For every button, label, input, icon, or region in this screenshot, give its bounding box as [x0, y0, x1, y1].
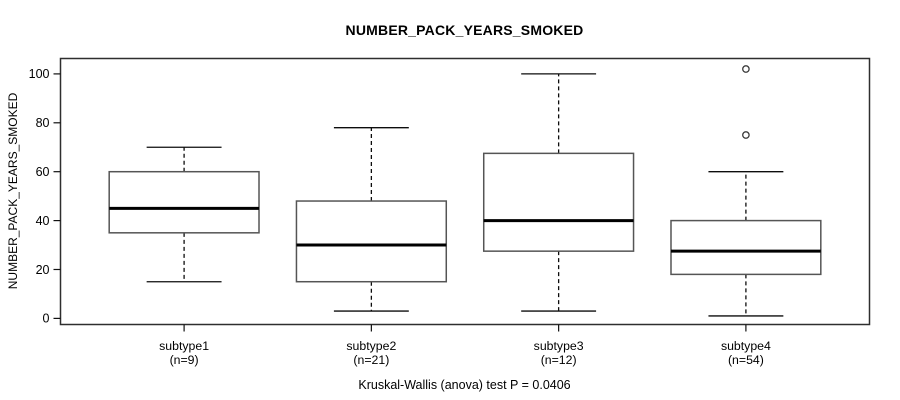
group-n-label-subtype1: (n=9) — [170, 353, 199, 367]
outlier-point-subtype4 — [742, 65, 750, 73]
group-label-subtype2: subtype2 — [346, 339, 396, 353]
y-tick-label: 20 — [36, 263, 50, 277]
chart-title: NUMBER_PACK_YEARS_SMOKED — [345, 22, 584, 38]
y-tick-label: 0 — [43, 312, 50, 326]
box-subtype4 — [670, 219, 822, 276]
outlier-point-subtype4 — [742, 131, 750, 139]
group-label-subtype3: subtype3 — [534, 339, 584, 353]
box-subtype2 — [295, 200, 448, 283]
y-tick-label: 100 — [29, 67, 50, 81]
y-tick-label: 80 — [36, 116, 50, 130]
group-n-label-subtype4: (n=54) — [728, 353, 764, 367]
group-n-label-subtype3: (n=12) — [541, 353, 577, 367]
plot-frame — [59, 57, 871, 326]
y-tick-label: 60 — [36, 165, 50, 179]
group-n-label-subtype2: (n=21) — [353, 353, 389, 367]
group-label-subtype4: subtype4 — [721, 339, 771, 353]
y-tick-label: 40 — [36, 214, 50, 228]
box-subtype1 — [108, 170, 260, 234]
stat-test-caption: Kruskal-Wallis (anova) test P = 0.0406 — [358, 378, 571, 392]
box-subtype3 — [482, 152, 635, 252]
group-label-subtype1: subtype1 — [159, 339, 209, 353]
